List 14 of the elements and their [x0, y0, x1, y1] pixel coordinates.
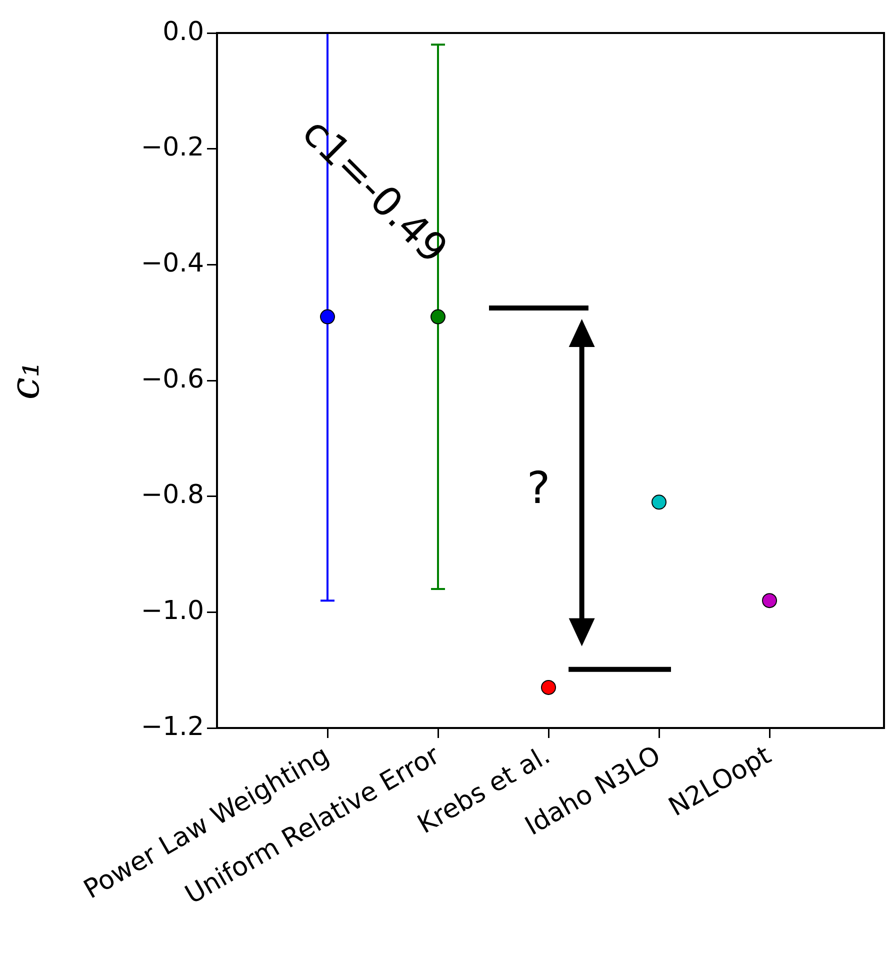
y-tick-label: −1.2 — [140, 712, 204, 742]
y-tick-label: −0.6 — [140, 364, 204, 394]
point — [320, 309, 335, 324]
y-tick-label: −0.8 — [140, 480, 204, 510]
y-tick-label: −1.0 — [140, 596, 204, 626]
point — [652, 494, 666, 510]
y-tick-label: 0.0 — [162, 16, 204, 47]
point — [762, 593, 777, 608]
annotation: ? — [526, 463, 550, 514]
y-axis-title: c₁ — [2, 361, 48, 400]
y-tick-label: −0.4 — [140, 248, 204, 278]
point — [430, 309, 446, 324]
point — [541, 680, 556, 695]
y-tick-label: −0.2 — [140, 132, 204, 163]
